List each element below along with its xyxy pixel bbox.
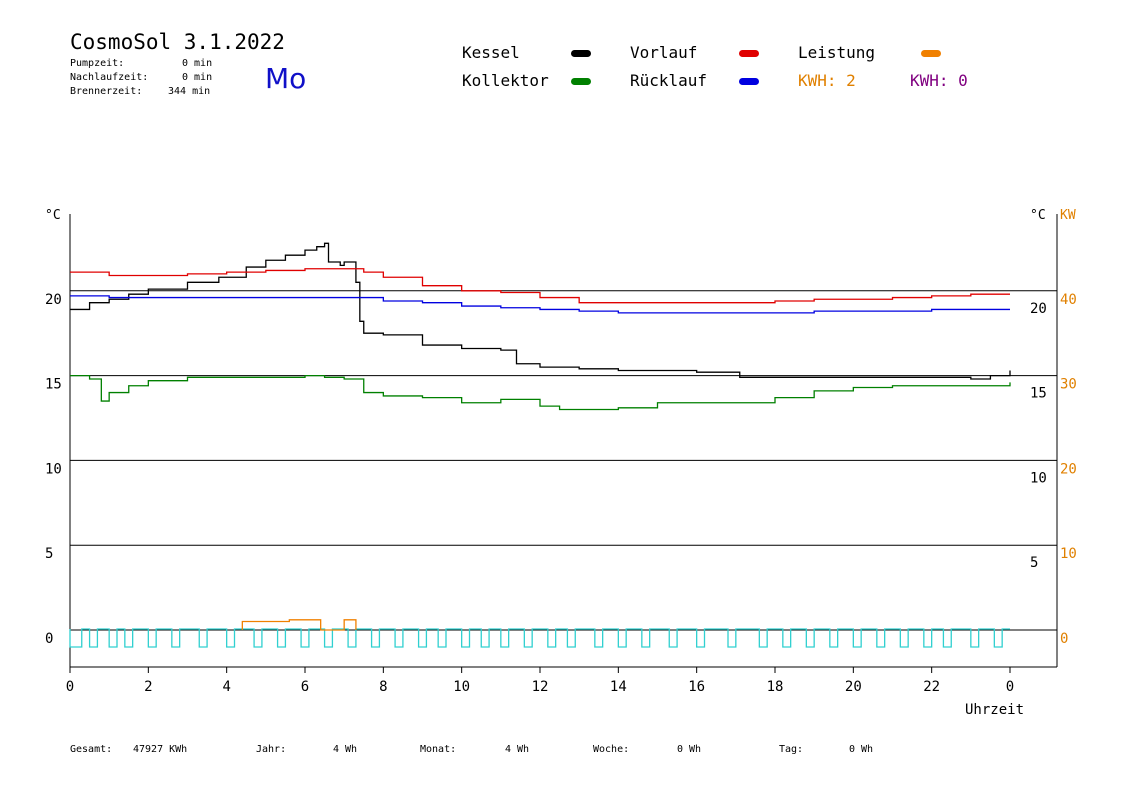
x-tick-label: 10 [453, 679, 470, 695]
legend-kollektor-label: Kollektor [462, 71, 549, 90]
footer-monat-label: Monat: [420, 744, 457, 755]
stat-pumpzeit: Pumpzeit: [70, 58, 124, 69]
series-kessel-line [70, 242, 1011, 380]
x-tick-label: 18 [767, 679, 784, 695]
stat-label: Brennerzeit: [70, 86, 143, 97]
footer-tag-label: Tag: [779, 744, 804, 755]
x-tick-label: 2 [144, 679, 152, 695]
stat-brennerzeit-value: 344 min [168, 86, 211, 97]
legend-ruecklauf-swatch [739, 78, 759, 85]
y-left-tick-label: 10 [45, 461, 62, 477]
day-of-week: Mo [265, 62, 307, 95]
legend-kwh-1: KWH: 2 [798, 71, 856, 90]
y-left-tick-label: 15 [45, 377, 62, 393]
x-tick-label: 20 [845, 679, 862, 695]
x-tick-label: 14 [610, 679, 627, 695]
footer-tag-value: 0 Wh [849, 744, 874, 755]
footer-woche-value: 0 Wh [677, 744, 702, 755]
y-kw-tick-label: 10 [1060, 546, 1077, 562]
pump-signal-line [69, 628, 1010, 648]
chart-grid [70, 290, 1057, 631]
y-right-tick-label: 20 [1030, 301, 1047, 317]
y-kw-tick-label: 20 [1060, 461, 1077, 477]
stat-pumpzeit-value: 0 min [182, 58, 213, 69]
legend-kessel-label: Kessel [462, 43, 520, 62]
footer-gesamt-label: Gesamt: [70, 744, 113, 755]
series-rcklauf-line [70, 295, 1010, 314]
series-kollektor-line [70, 374, 1011, 411]
footer-gesamt-value: 47927 KWh [133, 744, 188, 755]
x-axis-label: Uhrzeit [965, 702, 1024, 718]
chart-axes [69, 214, 1058, 673]
stat-brennerzeit: Brennerzeit: [70, 86, 142, 97]
y-right-tick-label: 10 [1030, 470, 1047, 486]
legend-leistung-swatch [921, 50, 941, 57]
x-tick-label: 16 [688, 679, 705, 695]
stat-label: Nachlaufzeit: [70, 72, 149, 83]
y-right-tick-label: 5 [1030, 555, 1038, 571]
y-left-tick-label: 20 [45, 292, 62, 308]
x-tick-label: 8 [379, 679, 387, 695]
y-left-tick-label: 5 [45, 546, 53, 562]
app-title: CosmoSol 3.1.2022 [70, 30, 285, 54]
series-vorlauf-line [70, 268, 1010, 304]
legend-kollektor-swatch [571, 78, 591, 85]
y-left-axis-label: °C [45, 208, 61, 223]
y-right-axis-label: °C [1030, 208, 1046, 223]
pump-signal [69, 628, 1010, 648]
series-leistung-line [241, 619, 357, 631]
legend-vorlauf-label: Vorlauf [630, 43, 698, 62]
legend-kessel-swatch [571, 50, 591, 57]
footer-jahr-label: Jahr: [256, 744, 287, 755]
x-tick-label: 22 [923, 679, 940, 695]
legend-kwh-2: KWH: 0 [910, 71, 968, 90]
footer-monat-value: 4 Wh [505, 744, 530, 755]
y-kw-tick-label: 0 [1060, 631, 1068, 647]
stat-nachlaufzeit: Nachlaufzeit: [70, 72, 148, 83]
y-right-tick-label: 15 [1030, 386, 1047, 402]
y-left-tick-label: 0 [45, 631, 53, 647]
y-kw-tick-label: 30 [1060, 377, 1077, 393]
chart-series [70, 242, 1011, 631]
legend-vorlauf-swatch [739, 50, 759, 57]
footer-jahr-value: 4 Wh [333, 744, 358, 755]
footer-woche-label: Woche: [593, 744, 630, 755]
chart-tick-labels: 0 2 4 6 8 10 12 14 16 18 20 22 0 0 5 10 15 20 5 10 15 20 0 10 20… [45, 292, 1077, 695]
x-tick-label: 6 [301, 679, 309, 695]
x-tick-label: 12 [532, 679, 549, 695]
y-kw-tick-label: 40 [1060, 292, 1077, 308]
x-tick-label: 4 [222, 679, 230, 695]
legend-ruecklauf-label: Rücklauf [630, 71, 708, 90]
legend-leistung-label: Leistung [798, 43, 876, 62]
y-kw-axis-label: KW [1060, 208, 1076, 223]
stat-label: Pumpzeit: [70, 58, 125, 69]
x-tick-label: 0 [66, 679, 74, 695]
x-tick-label: 0 [1006, 679, 1014, 695]
stat-nachlaufzeit-value: 0 min [182, 72, 213, 83]
